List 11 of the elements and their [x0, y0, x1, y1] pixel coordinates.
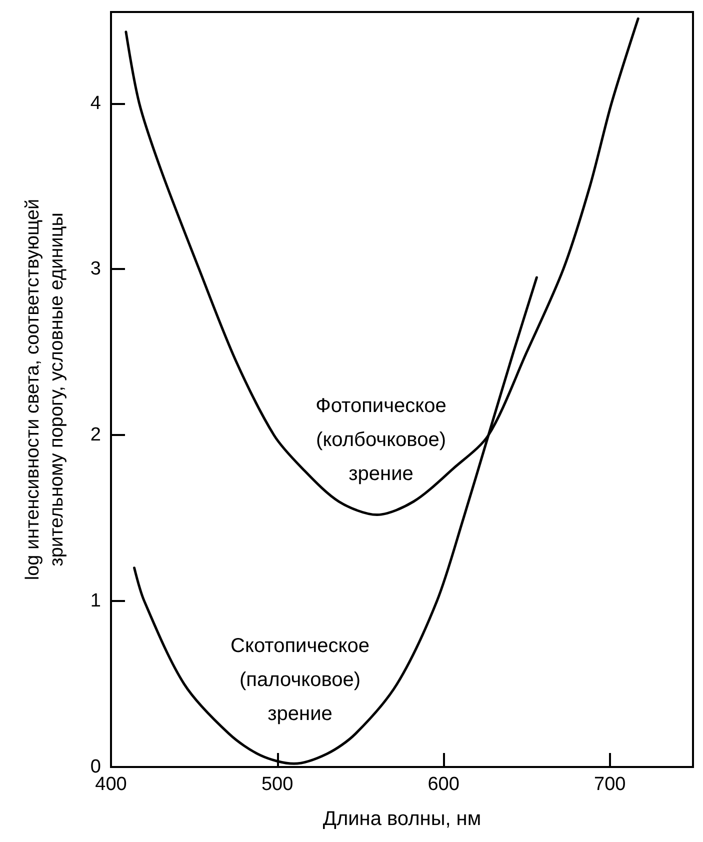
- x-axis-title: Длина волны, нм: [322, 808, 482, 830]
- x-tick-label: 500: [261, 774, 294, 795]
- y-axis-title: log интенсивности света, соответствующей зрительному порогу, условные единицы: [22, 198, 68, 580]
- y-tick-label: 2: [90, 424, 101, 446]
- annotation: Фотопическое (колбочковое) зрение: [316, 395, 446, 485]
- y-tick-label: 4: [90, 92, 102, 114]
- y-tick-label: 1: [90, 590, 101, 612]
- y-tick-label: 3: [90, 258, 101, 280]
- x-tick-label: 700: [594, 774, 626, 795]
- annotation: Скотопическое (палочковое) зрение: [230, 635, 370, 725]
- x-tick-label: 600: [428, 774, 460, 795]
